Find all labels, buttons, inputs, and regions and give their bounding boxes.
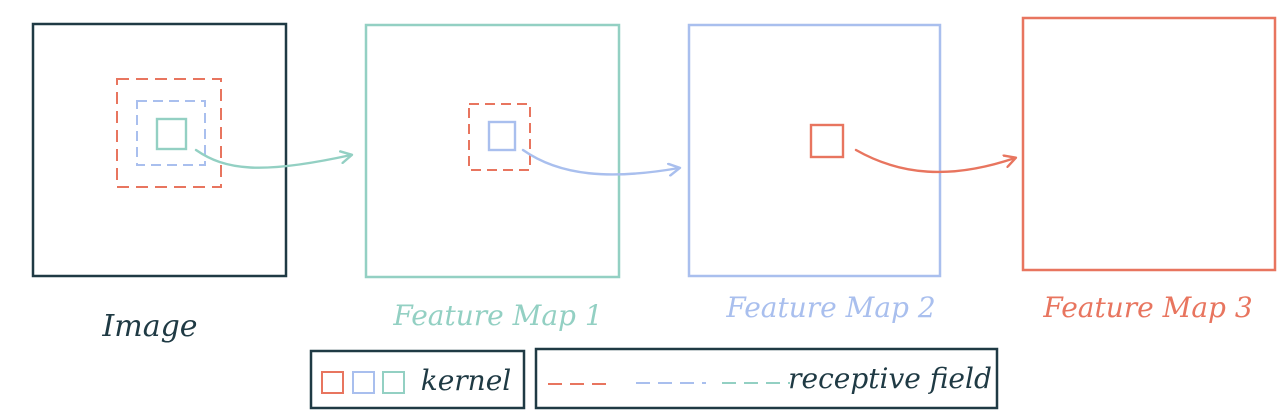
legend-kernel-blue-square: [352, 371, 375, 394]
legend-receptive-field: receptive field: [534, 347, 999, 410]
feature-map-3-frame: [1021, 16, 1277, 272]
panel-feature-map-3: Feature Map 3: [1021, 16, 1277, 324]
panel-label-image: Image: [101, 309, 197, 344]
legend-receptive-field-box: [534, 347, 999, 410]
image-receptive-field-red: [116, 78, 222, 188]
panel-label-feature-map-3: Feature Map 3: [1042, 291, 1252, 324]
legend-receptive-field-label: receptive field: [788, 362, 992, 395]
image-frame: [31, 22, 288, 278]
feature-map-2-frame: [687, 23, 942, 278]
panel-label-feature-map-1: Feature Map 1: [392, 299, 602, 332]
panel-feature-map-1: Feature Map 1: [364, 23, 621, 332]
panel-image: Image: [31, 22, 288, 344]
feature-map-1-kernel-blue: [487, 120, 517, 152]
legend-kernel-teal-square: [382, 371, 405, 394]
image-kernel-teal: [155, 117, 188, 151]
arrow-image-to-feature-map-1: [194, 148, 351, 169]
feature-map-1-receptive-field-red: [468, 103, 531, 171]
panel-feature-map-2: Feature Map 2: [687, 23, 942, 324]
arrow-feature-map-2-to-3: [854, 148, 1015, 174]
legend-kernel: kernel: [309, 349, 526, 410]
legend-kernel-label: kernel: [421, 364, 511, 397]
legend-kernel-red-square: [321, 371, 344, 394]
image-receptive-field-blue: [136, 100, 206, 166]
legend-kernel-box: [309, 349, 526, 410]
feature-map-2-kernel-red: [809, 123, 845, 159]
arrow-feature-map-1-to-2: [521, 148, 679, 174]
panel-label-feature-map-2: Feature Map 2: [725, 291, 935, 324]
feature-map-1-frame: [364, 23, 621, 279]
